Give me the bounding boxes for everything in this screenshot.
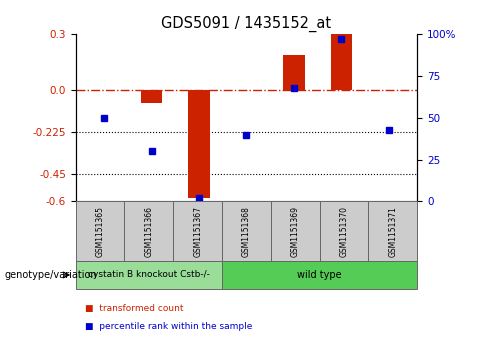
Text: ■  transformed count: ■ transformed count <box>85 304 184 313</box>
Text: GSM1151369: GSM1151369 <box>291 206 300 257</box>
Bar <box>141 90 162 103</box>
Text: GSM1151367: GSM1151367 <box>193 206 202 257</box>
Bar <box>331 34 352 90</box>
Text: genotype/variation: genotype/variation <box>5 270 98 280</box>
Bar <box>188 90 210 198</box>
Bar <box>283 55 305 90</box>
Text: cystatin B knockout Cstb-/-: cystatin B knockout Cstb-/- <box>88 270 210 280</box>
Text: GSM1151371: GSM1151371 <box>388 206 397 257</box>
Text: wild type: wild type <box>297 270 342 280</box>
Text: GSM1151365: GSM1151365 <box>96 206 104 257</box>
Text: GSM1151366: GSM1151366 <box>144 206 153 257</box>
Text: ■  percentile rank within the sample: ■ percentile rank within the sample <box>85 322 253 331</box>
Title: GDS5091 / 1435152_at: GDS5091 / 1435152_at <box>162 16 331 32</box>
Text: GSM1151370: GSM1151370 <box>340 206 348 257</box>
Text: GSM1151368: GSM1151368 <box>242 206 251 257</box>
